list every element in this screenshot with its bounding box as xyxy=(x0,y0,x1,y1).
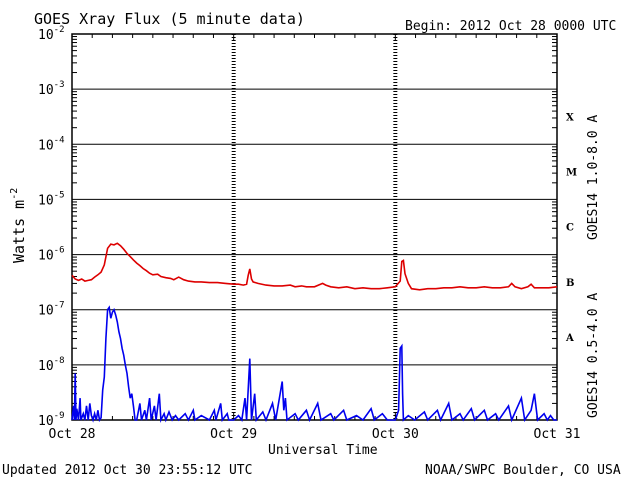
y-tick-base: 10 xyxy=(38,83,54,98)
y-tick-exp: -2 xyxy=(54,25,65,35)
begin-label: Begin: 2012 Oct 28 0000 UTC xyxy=(405,19,616,34)
legend-series-long: GOES14 1.0-8.0 A xyxy=(586,115,601,240)
y-tick-exp: -8 xyxy=(54,356,65,366)
x-tick-labels: Oct 28 Oct 29 Oct 30 Oct 31 xyxy=(49,427,581,442)
y-tick-exp: -5 xyxy=(54,190,65,200)
data-series xyxy=(71,242,558,423)
y-tick-exp: -7 xyxy=(54,301,65,311)
series-line-0 xyxy=(71,242,558,291)
y-tick-label-5: 10-4 xyxy=(38,135,65,153)
y-tick-base: 10 xyxy=(38,138,54,153)
y-tick-exp: -6 xyxy=(54,246,65,256)
flare-class-B: B xyxy=(566,278,574,289)
y-tick-label-4: 10-5 xyxy=(38,190,65,208)
legend-series-short: GOES14 0.5-4.0 A xyxy=(586,293,601,418)
footer-updated: Updated 2012 Oct 30 23:55:12 UTC xyxy=(2,463,252,478)
x-tick-label-3: Oct 31 xyxy=(534,427,581,442)
chart-title: GOES Xray Flux (5 minute data) xyxy=(34,10,305,28)
y-tick-label-7: 10-2 xyxy=(38,25,65,43)
flare-class-X: X xyxy=(566,112,574,123)
y-tick-exp: -4 xyxy=(54,135,65,145)
x-tick-label-1: Oct 29 xyxy=(210,427,257,442)
y-tick-label-6: 10-3 xyxy=(38,80,65,98)
y-tick-label-3: 10-6 xyxy=(38,246,65,264)
y-tick-base: 10 xyxy=(38,359,54,374)
y-tick-label-1: 10-8 xyxy=(38,356,65,374)
footer-credit: NOAA/SWPC Boulder, CO USA xyxy=(425,463,621,478)
flare-class-M: M xyxy=(566,168,577,179)
flare-class-A: A xyxy=(565,333,574,344)
plot-frame xyxy=(71,33,558,421)
flare-class-labels: X M C B A xyxy=(565,112,577,344)
y-tick-exp: -3 xyxy=(54,80,65,90)
plot-grid xyxy=(71,33,558,421)
y-tick-exp: -9 xyxy=(54,411,65,421)
y-axis-label: Watts m-2 xyxy=(9,188,28,263)
y-tick-base: 10 xyxy=(38,28,54,43)
y-tick-base: 10 xyxy=(38,249,54,264)
flare-class-C: C xyxy=(566,223,574,234)
x-tick-label-0: Oct 28 xyxy=(49,427,96,442)
y-tick-base: 10 xyxy=(38,193,54,208)
y-axis-label-text: Watts m xyxy=(10,200,28,263)
series-line-1 xyxy=(71,305,557,423)
x-axis-label: Universal Time xyxy=(268,443,378,458)
y-axis-label-exp: -2 xyxy=(9,188,20,200)
y-tick-label-0: 10-9 xyxy=(38,411,65,429)
y-tick-base: 10 xyxy=(38,414,54,429)
y-tick-base: 10 xyxy=(38,304,54,319)
y-tick-label-2: 10-7 xyxy=(38,301,65,319)
y-tick-labels: 10-910-810-710-610-510-410-310-2 xyxy=(38,25,65,429)
x-tick-label-2: Oct 30 xyxy=(372,427,419,442)
